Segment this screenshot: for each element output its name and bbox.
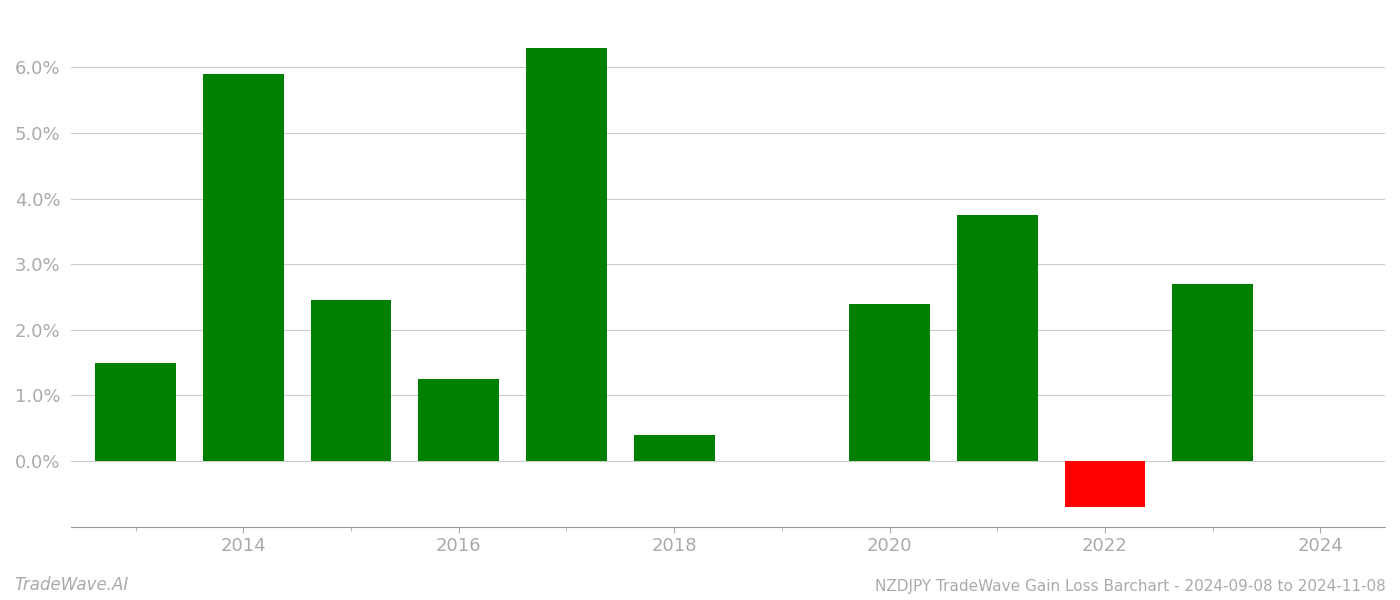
Text: NZDJPY TradeWave Gain Loss Barchart - 2024-09-08 to 2024-11-08: NZDJPY TradeWave Gain Loss Barchart - 20… — [875, 579, 1386, 594]
Bar — [1172, 284, 1253, 461]
Bar — [956, 215, 1037, 461]
Bar — [634, 435, 714, 461]
Bar — [203, 74, 284, 461]
Bar — [850, 304, 930, 461]
Bar — [95, 362, 176, 461]
Bar — [526, 48, 606, 461]
Bar — [1064, 461, 1145, 507]
Bar — [419, 379, 500, 461]
Bar — [311, 301, 392, 461]
Text: TradeWave.AI: TradeWave.AI — [14, 576, 129, 594]
